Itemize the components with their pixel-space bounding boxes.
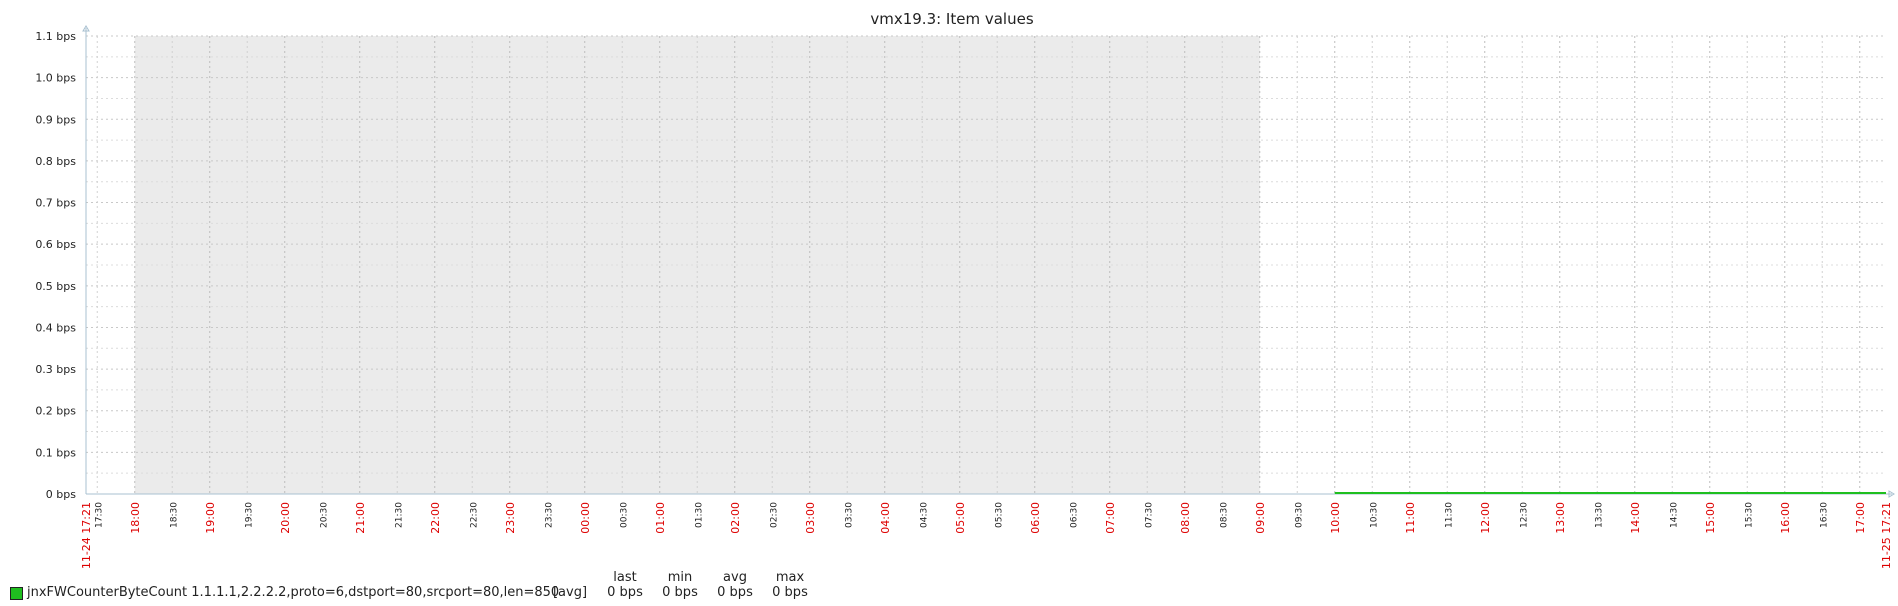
x-tick-label: 10:30 bbox=[1369, 502, 1379, 528]
x-tick-label: 11:00 bbox=[1404, 502, 1417, 534]
x-tick-label: 12:30 bbox=[1519, 502, 1529, 528]
legend-row: jnxFWCounterByteCount 1.1.1.1,2.2.2.2,pr… bbox=[10, 585, 830, 601]
x-tick-label: 16:30 bbox=[1819, 502, 1829, 528]
x-axis-arrow bbox=[1888, 490, 1895, 498]
x-tick-label: 04:30 bbox=[919, 502, 929, 528]
y-tick-label: 0.9 bps bbox=[35, 113, 76, 126]
legend-series-name: jnxFWCounterByteCount 1.1.1.1,2.2.2.2,pr… bbox=[27, 585, 560, 600]
x-tick-label: 21:00 bbox=[354, 502, 367, 534]
x-tick-label: 19:30 bbox=[244, 502, 254, 528]
x-tick-label: 10:00 bbox=[1329, 502, 1342, 534]
x-tick-label: 23:30 bbox=[544, 502, 554, 528]
x-tick-label: 14:00 bbox=[1629, 502, 1642, 534]
legend-header-max: max bbox=[775, 570, 805, 585]
x-tick-label: 02:30 bbox=[769, 502, 779, 528]
legend-min-value: 0 bps bbox=[662, 585, 698, 600]
x-tick-label: 09:30 bbox=[1294, 502, 1304, 528]
legend-series-func: [avg] bbox=[552, 585, 588, 600]
x-tick-label: 23:00 bbox=[504, 502, 517, 534]
x-tick-label: 05:30 bbox=[994, 502, 1004, 528]
y-tick-label: 0.4 bps bbox=[35, 321, 76, 334]
legend-header-avg: avg bbox=[723, 570, 747, 585]
x-tick-label: 11:30 bbox=[1444, 502, 1454, 528]
legend-avg-value: 0 bps bbox=[717, 585, 753, 600]
x-tick-label: 19:00 bbox=[204, 502, 217, 534]
x-tick-label: 22:30 bbox=[469, 502, 479, 528]
x-tick-label: 00:00 bbox=[579, 502, 592, 534]
x-tick-label: 07:00 bbox=[1104, 502, 1117, 534]
x-tick-label: 05:00 bbox=[954, 502, 967, 534]
x-tick-label: 15:00 bbox=[1704, 502, 1717, 534]
x-tick-label: 01:30 bbox=[694, 502, 704, 528]
x-tick-label: 22:00 bbox=[429, 502, 442, 534]
x-tick-label: 14:30 bbox=[1669, 502, 1679, 528]
x-start-label: 11-24 17:21 bbox=[80, 502, 93, 569]
x-end-label: 11-25 17:21 bbox=[1880, 502, 1893, 569]
x-tick-label: 16:00 bbox=[1779, 502, 1792, 534]
x-tick-label: 03:30 bbox=[844, 502, 854, 528]
x-tick-label: 08:00 bbox=[1179, 502, 1192, 534]
x-tick-label: 04:00 bbox=[879, 502, 892, 534]
y-tick-label: 0.2 bps bbox=[35, 405, 76, 418]
chart-title: vmx19.3: Item values bbox=[870, 10, 1033, 28]
x-tick-label: 13:00 bbox=[1554, 502, 1567, 534]
y-tick-label: 0.7 bps bbox=[35, 197, 76, 210]
x-tick-label: 20:00 bbox=[279, 502, 292, 534]
x-tick-label: 12:00 bbox=[1479, 502, 1492, 534]
y-axis-arrow bbox=[82, 25, 90, 32]
x-tick-label: 06:00 bbox=[1029, 502, 1042, 534]
legend-header-row: last min avg max bbox=[10, 570, 830, 585]
legend-last-value: 0 bps bbox=[607, 585, 643, 600]
x-tick-label: 21:30 bbox=[394, 502, 404, 528]
y-tick-label: 0.3 bps bbox=[35, 363, 76, 376]
y-tick-label: 0.5 bps bbox=[35, 280, 76, 293]
y-tick-label: 1.1 bps bbox=[35, 30, 76, 43]
legend-header-last: last bbox=[613, 570, 637, 585]
y-tick-label: 0.8 bps bbox=[35, 155, 76, 168]
x-tick-label: 02:00 bbox=[729, 502, 742, 534]
x-tick-label: 13:30 bbox=[1594, 502, 1604, 528]
legend-max-value: 0 bps bbox=[772, 585, 808, 600]
y-tick-label: 0.6 bps bbox=[35, 238, 76, 251]
legend-swatch bbox=[10, 587, 23, 600]
legend-header-min: min bbox=[667, 570, 693, 585]
x-tick-label: 15:30 bbox=[1744, 502, 1754, 528]
x-tick-label: 00:30 bbox=[619, 502, 629, 528]
x-tick-label: 18:30 bbox=[169, 502, 179, 528]
x-tick-label: 20:30 bbox=[319, 502, 329, 528]
x-tick-label: 17:30 bbox=[94, 502, 104, 528]
y-tick-label: 1.0 bps bbox=[35, 72, 76, 85]
x-tick-label: 03:00 bbox=[804, 502, 817, 534]
x-tick-label: 07:30 bbox=[1144, 502, 1154, 528]
x-tick-label: 01:00 bbox=[654, 502, 667, 534]
x-tick-label: 06:30 bbox=[1069, 502, 1079, 528]
x-tick-label: 09:00 bbox=[1254, 502, 1267, 534]
x-tick-label: 17:00 bbox=[1854, 502, 1867, 534]
x-tick-label: 18:00 bbox=[129, 502, 142, 534]
y-tick-label: 0.1 bps bbox=[35, 446, 76, 459]
x-tick-label: 08:30 bbox=[1219, 502, 1229, 528]
y-tick-label: 0 bps bbox=[46, 488, 76, 501]
